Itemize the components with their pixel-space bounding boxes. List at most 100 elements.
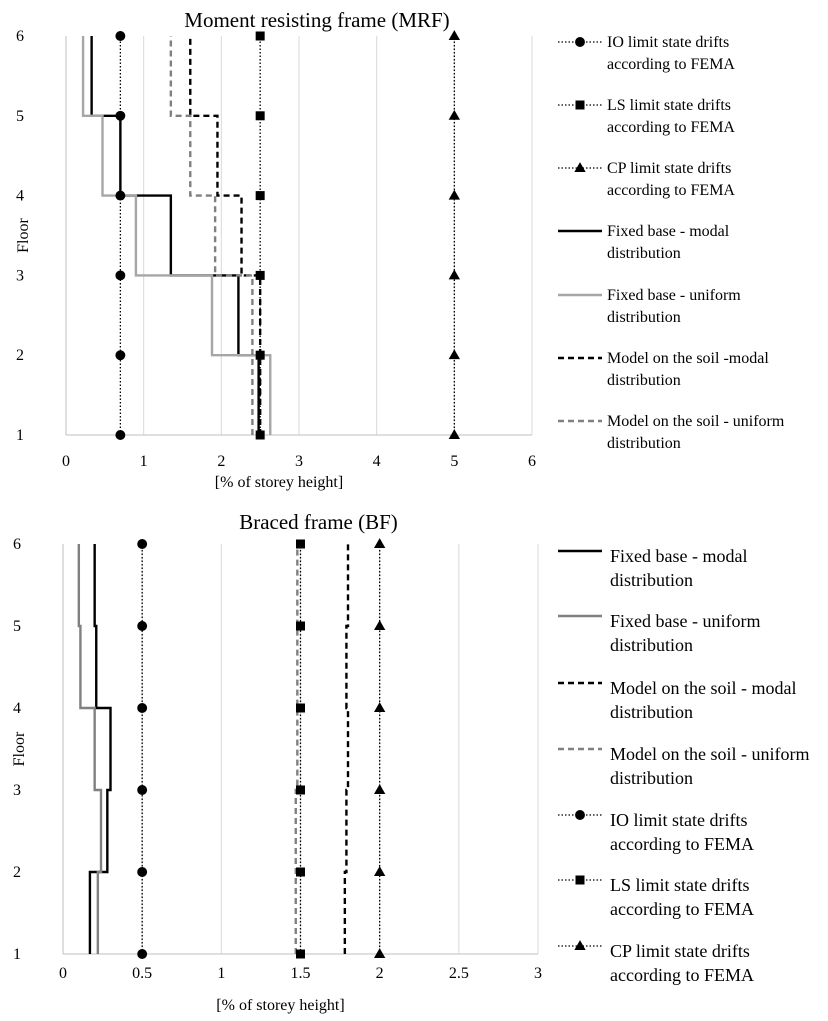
series-2 bbox=[255, 31, 265, 440]
data-point-circle bbox=[115, 31, 126, 41]
x-tick-label: 3 bbox=[295, 453, 303, 470]
data-point-square bbox=[255, 270, 265, 280]
data-point-triangle bbox=[448, 429, 461, 439]
x-tick-label: 0 bbox=[62, 453, 70, 470]
legend-item: Model on the soil - modal distribution bbox=[558, 678, 796, 722]
y-tick-label: 6 bbox=[13, 536, 21, 553]
data-point-circle bbox=[115, 430, 126, 440]
series-line bbox=[88, 544, 112, 954]
legend-item: Model on the soil - uniform distribution bbox=[558, 413, 785, 452]
y-tick-label: 4 bbox=[13, 700, 21, 717]
legend-label: Model on the soil - uniform distribution bbox=[607, 413, 785, 452]
x-axis-label: [% of storey height] bbox=[215, 474, 343, 491]
legend-item: CP limit state drifts according to FEMA bbox=[558, 940, 754, 985]
data-point-triangle bbox=[448, 269, 461, 280]
x-axis-label: [% of storey height] bbox=[216, 997, 344, 1014]
legend-item: Model on the soil -modal distribution bbox=[558, 350, 769, 389]
data-point-circle bbox=[115, 270, 126, 281]
data-point-circle bbox=[115, 190, 126, 201]
x-tick-label: 1 bbox=[217, 965, 225, 982]
legend-item: Fixed base - uniform distribution bbox=[558, 287, 741, 326]
series-4 bbox=[90, 36, 260, 435]
x-tick-label: 6 bbox=[528, 453, 536, 470]
x-tick-label: 1.5 bbox=[291, 965, 311, 982]
series-3 bbox=[343, 544, 350, 954]
x-tick-label: 1 bbox=[140, 453, 148, 470]
legend-marker-triangle bbox=[574, 162, 586, 172]
x-tick-label: 4 bbox=[373, 453, 381, 470]
series-6 bbox=[189, 36, 262, 435]
legend-item: Model on the soil - uniform distribution bbox=[558, 744, 809, 788]
series-5 bbox=[81, 36, 272, 435]
data-point-square bbox=[255, 191, 265, 201]
series-line bbox=[90, 36, 260, 435]
y-tick-label: 2 bbox=[16, 347, 24, 364]
data-point-triangle bbox=[373, 784, 386, 794]
legend: IO limit state drifts according to FEMA LS… bbox=[558, 34, 785, 452]
legend-label: Model on the soil -modal distribution bbox=[607, 350, 769, 389]
data-point-circle bbox=[137, 785, 148, 795]
data-point-square bbox=[296, 703, 305, 713]
data-point-square bbox=[255, 430, 265, 440]
series-1 bbox=[115, 31, 126, 440]
legend-marker-circle bbox=[575, 37, 585, 47]
legend-marker-circle bbox=[575, 810, 585, 820]
chart-panel-2: 0 0.5 1 1.5 2 2.5 3 1 2 3 4 5 6 Braced frame (BF) [% o… bbox=[11, 510, 809, 1014]
legend-label: Fixed base - modal distribution bbox=[607, 223, 730, 262]
x-tick-label: 0 bbox=[59, 965, 67, 982]
x-tick-label: 5 bbox=[450, 453, 458, 470]
series-7 bbox=[169, 36, 254, 435]
y-tick-label: 1 bbox=[16, 427, 24, 444]
y-axis-label: Floor bbox=[11, 731, 28, 766]
data-point-triangle bbox=[448, 189, 461, 200]
data-point-triangle bbox=[373, 866, 386, 876]
legend-marker-triangle bbox=[574, 940, 586, 950]
legend-label: Model on the soil - uniform distribution bbox=[610, 744, 809, 788]
data-point-square bbox=[296, 539, 305, 549]
series-line bbox=[81, 36, 272, 435]
y-tick-label: 5 bbox=[13, 618, 21, 635]
data-point-triangle bbox=[373, 702, 386, 712]
series-1 bbox=[88, 544, 112, 954]
chart-title: Moment resisting frame (MRF) bbox=[184, 8, 449, 32]
legend-label: Fixed base - uniform distribution bbox=[607, 287, 741, 326]
legend-label: LS limit state drifts according to FEMA bbox=[607, 97, 735, 136]
data-point-triangle bbox=[448, 30, 461, 40]
legend-item: CP limit state drifts according to FEMA bbox=[558, 160, 735, 199]
x-tick-label: 0.5 bbox=[132, 965, 152, 982]
data-point-circle bbox=[115, 350, 126, 361]
series-5 bbox=[137, 539, 148, 959]
legend-item: LS limit state drifts according to FEMA bbox=[558, 97, 735, 136]
data-point-circle bbox=[115, 110, 126, 121]
chart-panel-1: 0 1 2 3 4 5 6 1 2 3 4 5 6 Moment resisting frame (MRF… bbox=[15, 8, 785, 491]
y-tick-label: 4 bbox=[16, 188, 24, 205]
series-line bbox=[294, 544, 299, 954]
x-tick-label: 2 bbox=[376, 965, 384, 982]
y-axis-label: Floor bbox=[15, 217, 32, 252]
legend-item: Fixed base - modal distribution bbox=[558, 223, 730, 262]
data-point-triangle bbox=[373, 538, 386, 548]
x-tick-label: 2 bbox=[217, 453, 225, 470]
series-line bbox=[343, 544, 350, 954]
legend-item: IO limit state drifts according to FEMA bbox=[558, 34, 735, 73]
legend-item: LS limit state drifts according to FEMA bbox=[558, 875, 754, 919]
data-point-circle bbox=[137, 867, 148, 877]
data-point-square bbox=[296, 867, 305, 877]
series-4 bbox=[294, 544, 299, 954]
data-point-triangle bbox=[373, 620, 386, 630]
legend-label: IO limit state drifts according to FEMA bbox=[610, 810, 754, 854]
data-point-circle bbox=[137, 539, 148, 549]
chart-title: Braced frame (BF) bbox=[239, 510, 398, 534]
data-point-triangle bbox=[448, 109, 461, 120]
x-tick-label: 2.5 bbox=[449, 965, 469, 982]
legend-label: Fixed base - modal distribution bbox=[610, 546, 747, 590]
data-point-triangle bbox=[373, 948, 386, 958]
data-point-circle bbox=[137, 621, 148, 631]
series-3 bbox=[448, 30, 461, 439]
y-tick-label: 2 bbox=[13, 864, 21, 881]
data-point-circle bbox=[137, 703, 148, 713]
legend-label: CP limit state drifts according to FEMA bbox=[607, 160, 735, 199]
legend-item: Fixed base - uniform distribution bbox=[558, 611, 760, 655]
legend-label: CP limit state drifts according to FEMA bbox=[610, 941, 754, 985]
